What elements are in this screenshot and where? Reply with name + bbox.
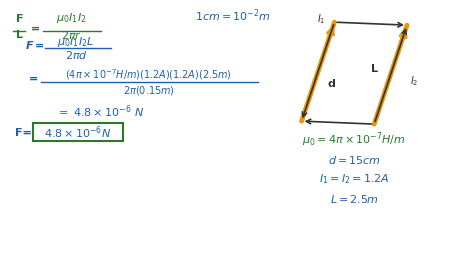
Text: $d = 15cm$: $d = 15cm$	[328, 154, 381, 166]
Text: =: =	[31, 24, 40, 34]
Text: $\mu_0 = 4\pi\times10^{-7}H/m$: $\mu_0 = 4\pi\times10^{-7}H/m$	[302, 131, 406, 149]
Text: =: =	[29, 74, 38, 84]
Text: $\mu_0 I_1 I_2$: $\mu_0 I_1 I_2$	[56, 11, 86, 25]
Text: F: F	[26, 41, 34, 51]
Text: $2\pi r$: $2\pi r$	[61, 29, 82, 41]
Bar	[33, 123, 123, 141]
Text: L: L	[371, 64, 378, 74]
Text: $I_1$: $I_1$	[317, 12, 326, 26]
Text: $1cm = 10^{-2}m$: $1cm = 10^{-2}m$	[195, 7, 271, 24]
Text: $I_2$: $I_2$	[410, 75, 418, 88]
Text: $I_1 = I_2 = 1.2A$: $I_1 = I_2 = 1.2A$	[319, 173, 390, 186]
Text: $2\pi d$: $2\pi d$	[64, 49, 87, 61]
Text: =: =	[35, 41, 45, 51]
Text: $4.8\times10^{-6}N$: $4.8\times10^{-6}N$	[45, 125, 111, 141]
Text: $(4\pi\times10^{-7}H/m)(1.2A)(1.2A)(2.5m)$: $(4\pi\times10^{-7}H/m)(1.2A)(1.2A)(2.5m…	[65, 67, 232, 82]
Text: $\mu_0 I_1 I_2 L$: $\mu_0 I_1 I_2 L$	[57, 35, 94, 49]
Text: $2\pi(0.15m)$: $2\pi(0.15m)$	[123, 84, 174, 97]
Text: $L = 2.5m$: $L = 2.5m$	[330, 193, 379, 205]
Text: L: L	[16, 30, 23, 40]
Text: F=: F=	[15, 128, 32, 138]
Text: F: F	[16, 14, 23, 24]
Text: $= \ 4.8\times10^{-6} \ N$: $= \ 4.8\times10^{-6} \ N$	[56, 103, 144, 119]
Text: d: d	[328, 78, 336, 89]
